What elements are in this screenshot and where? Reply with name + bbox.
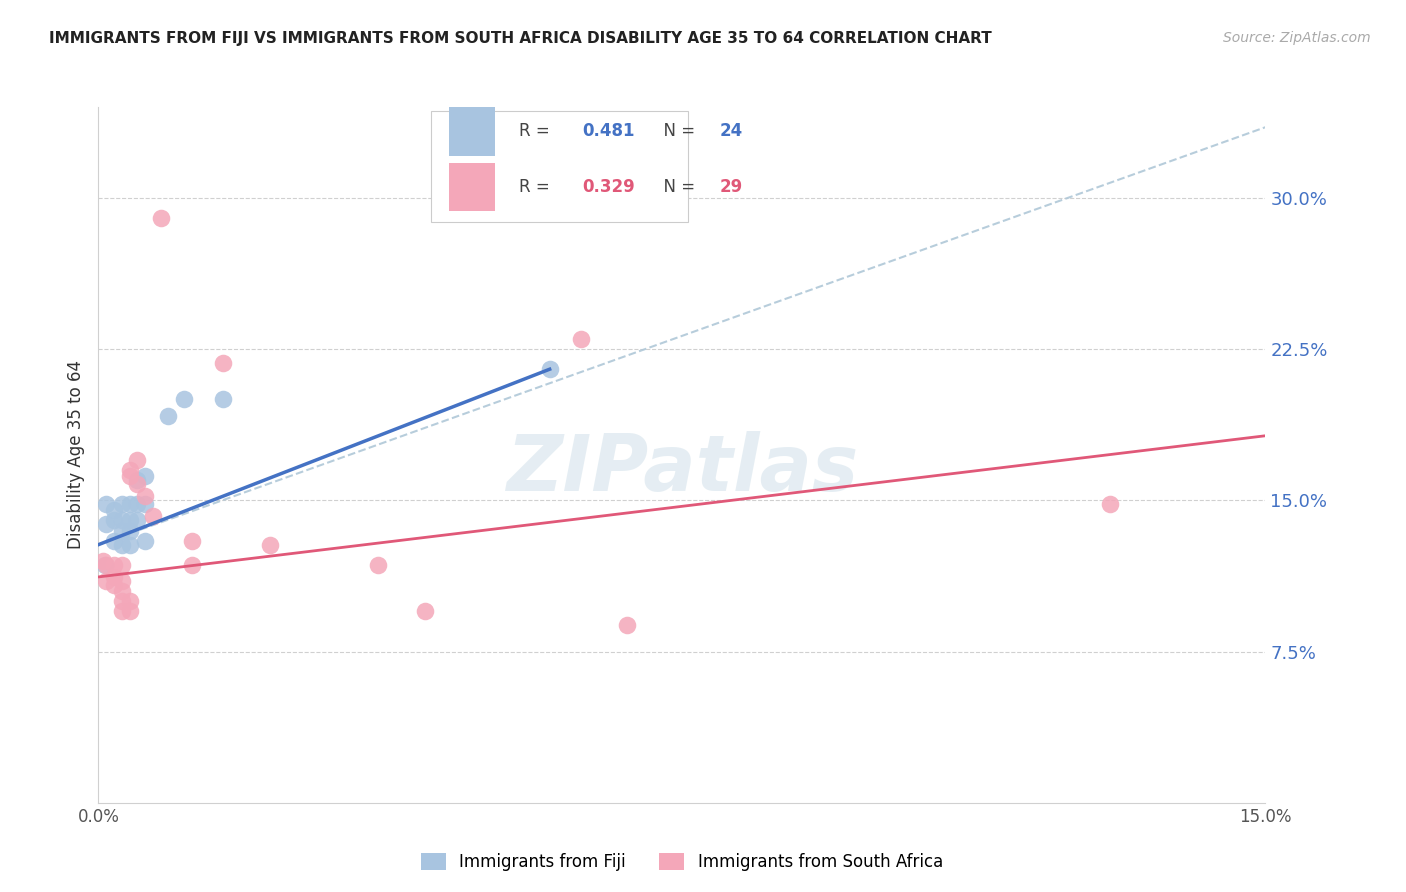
Point [149, 211, 172, 225]
Point [367, 558, 389, 572]
Text: R =: R = [519, 122, 554, 140]
Point [413, 604, 436, 618]
Point [1098, 497, 1121, 511]
Point [103, 558, 125, 572]
Point [127, 477, 149, 491]
Text: ZIPatlas: ZIPatlas [506, 431, 858, 507]
Text: R =: R = [519, 178, 554, 196]
Point [127, 513, 149, 527]
Point [134, 469, 156, 483]
Point [103, 533, 125, 548]
Text: N =: N = [652, 178, 700, 196]
Point [118, 594, 141, 608]
Point [118, 604, 141, 618]
Point [111, 584, 134, 599]
Point [212, 392, 235, 407]
Point [127, 497, 149, 511]
Point [127, 473, 149, 487]
Point [259, 538, 281, 552]
Point [180, 558, 202, 572]
Text: 0.329: 0.329 [582, 178, 636, 196]
FancyBboxPatch shape [432, 111, 688, 222]
Point [111, 524, 134, 538]
Point [96, 517, 118, 532]
Point [103, 578, 125, 592]
Point [118, 463, 141, 477]
Point [118, 497, 141, 511]
Point [111, 594, 134, 608]
Point [173, 392, 195, 407]
Text: Source: ZipAtlas.com: Source: ZipAtlas.com [1223, 31, 1371, 45]
Point [569, 332, 592, 346]
Point [111, 574, 134, 588]
Point [96, 574, 118, 588]
Point [96, 558, 118, 572]
Point [111, 513, 134, 527]
Point [157, 409, 180, 423]
Point [118, 538, 141, 552]
Point [103, 513, 125, 527]
Point [103, 503, 125, 517]
Text: IMMIGRANTS FROM FIJI VS IMMIGRANTS FROM SOUTH AFRICA DISABILITY AGE 35 TO 64 COR: IMMIGRANTS FROM FIJI VS IMMIGRANTS FROM … [49, 31, 993, 46]
Text: 29: 29 [720, 178, 742, 196]
Point [93, 558, 115, 572]
Point [91, 554, 114, 568]
Point [538, 362, 561, 376]
Point [180, 533, 202, 548]
Text: 24: 24 [720, 122, 742, 140]
Point [212, 356, 235, 370]
Point [111, 604, 134, 618]
Point [96, 497, 118, 511]
Point [111, 558, 134, 572]
Point [111, 497, 134, 511]
Text: 0.481: 0.481 [582, 122, 636, 140]
FancyBboxPatch shape [449, 162, 495, 211]
Text: N =: N = [652, 122, 700, 140]
FancyBboxPatch shape [449, 107, 495, 156]
Point [134, 497, 156, 511]
Point [118, 513, 141, 527]
Y-axis label: Disability Age 35 to 64: Disability Age 35 to 64 [66, 360, 84, 549]
Point [127, 453, 149, 467]
Point [118, 469, 141, 483]
Point [142, 509, 165, 524]
Point [111, 538, 134, 552]
Point [134, 489, 156, 503]
Point [103, 570, 125, 584]
Point [118, 524, 141, 538]
Point [134, 533, 156, 548]
Legend: Immigrants from Fiji, Immigrants from South Africa: Immigrants from Fiji, Immigrants from So… [415, 847, 949, 878]
Point [616, 618, 638, 632]
